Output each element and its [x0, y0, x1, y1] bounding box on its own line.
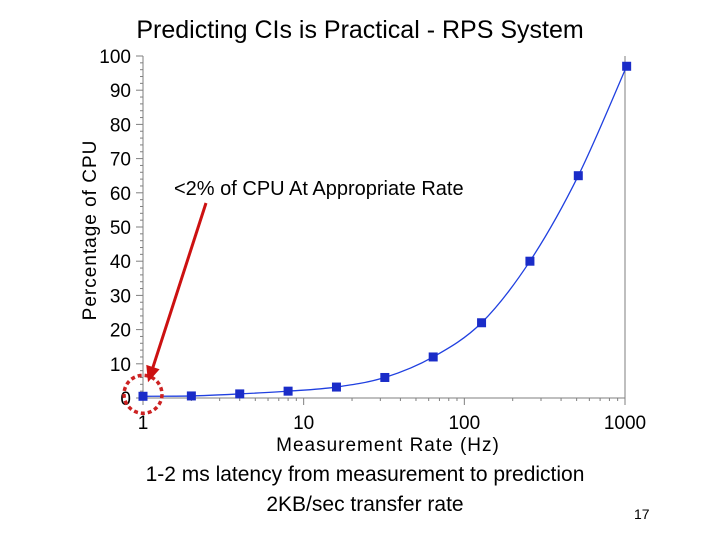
y-tick-label: 90 — [110, 81, 131, 102]
data-point — [186, 391, 196, 401]
caption-transfer-rate: 2KB/sec transfer rate — [266, 493, 464, 516]
y-tick-label: 0 — [120, 389, 131, 410]
data-point — [380, 372, 390, 382]
slide-number: 17 — [634, 506, 650, 522]
data-point — [331, 382, 341, 392]
data-point — [235, 389, 245, 399]
data-point — [138, 391, 148, 401]
data-point — [477, 318, 487, 328]
x-axis-title: Measurement Rate (Hz) — [276, 435, 500, 456]
y-tick-label: 80 — [110, 115, 131, 136]
data-point — [525, 256, 535, 266]
x-tick-label: 10 — [293, 413, 314, 434]
y-tick-label: 20 — [110, 321, 131, 342]
data-point — [283, 386, 293, 396]
y-tick-label: 30 — [110, 286, 131, 307]
data-point — [428, 352, 438, 362]
annotation-arrow — [149, 202, 208, 374]
x-tick-label: 100 — [448, 413, 480, 434]
x-tick-label: 1000 — [604, 413, 646, 434]
y-tick-label: 100 — [99, 47, 131, 68]
y-tick-label: 50 — [110, 218, 131, 239]
y-tick-label: 60 — [110, 184, 131, 205]
y-tick-label: 10 — [110, 355, 131, 376]
y-axis-title: Percentage of CPU — [80, 140, 101, 321]
caption-latency: 1-2 ms latency from measurement to predi… — [145, 463, 585, 486]
x-tick-label: 1 — [138, 413, 149, 434]
y-tick-label: 70 — [110, 150, 131, 171]
slide-title: Predicting CIs is Practical - RPS System — [136, 16, 584, 44]
annotation-text: <2% of CPU At Appropriate Rate — [174, 178, 464, 200]
data-point — [573, 171, 583, 181]
data-point — [622, 61, 632, 71]
series-line — [142, 65, 628, 397]
arrowhead — [146, 364, 160, 383]
highlight-circle — [122, 373, 164, 416]
y-tick-label: 40 — [110, 252, 131, 273]
